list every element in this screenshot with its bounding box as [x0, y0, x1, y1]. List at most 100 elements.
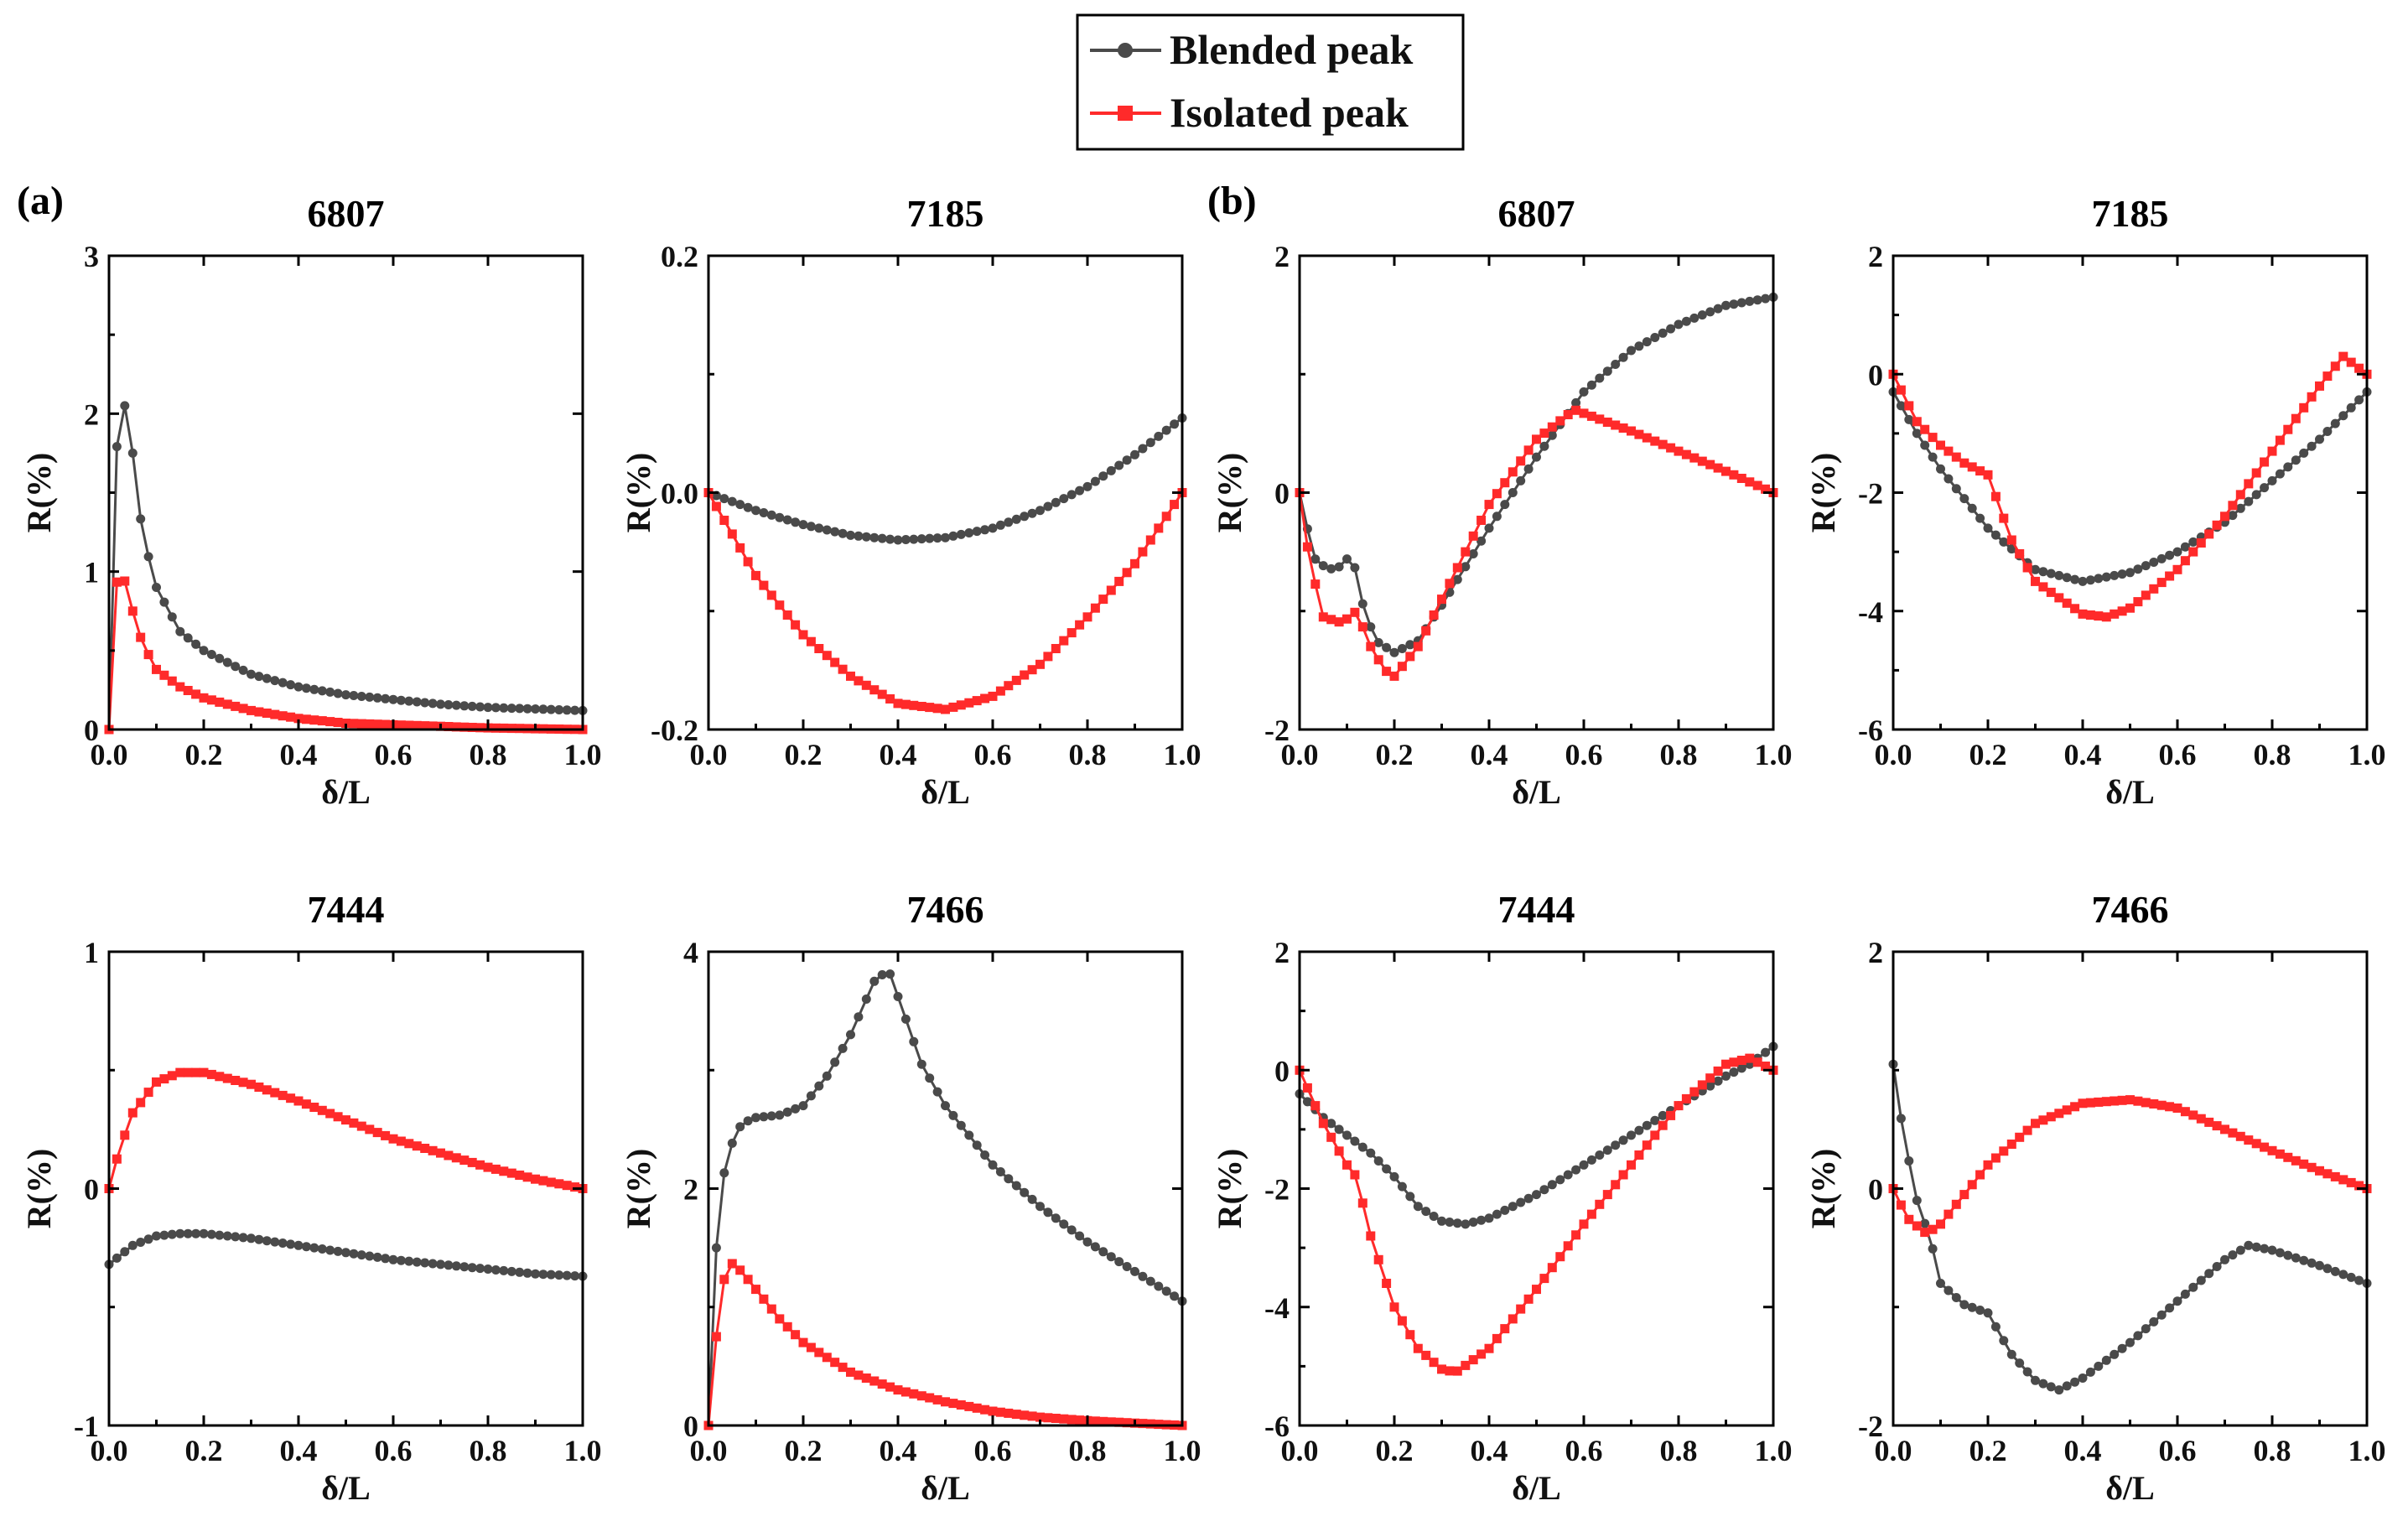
data-point — [1366, 1148, 1376, 1158]
data-point — [475, 1160, 485, 1170]
data-point — [1326, 563, 1336, 574]
data-point — [775, 600, 785, 610]
data-point — [451, 722, 461, 732]
data-point — [727, 1138, 737, 1148]
data-point — [1170, 1291, 1180, 1301]
data-point — [1452, 574, 1462, 584]
data-point — [1476, 1349, 1487, 1359]
data-point — [759, 1294, 769, 1304]
data-point — [1920, 424, 1930, 434]
x-tick-label: 0.8 — [470, 738, 507, 771]
data-point — [1705, 307, 1715, 317]
subplot-a-7444: 7444 0.0 0.2 0.4 0.6 0.8 1.0 -1 0 1 δ/L R(%) — [20, 888, 602, 1507]
data-point — [2346, 357, 2356, 367]
x-tick-label: 0.6 — [1565, 1434, 1603, 1467]
data-point — [2054, 570, 2064, 580]
data-point — [2165, 571, 2175, 581]
data-point — [127, 606, 138, 616]
data-point — [2180, 542, 2190, 552]
data-point — [806, 1342, 816, 1353]
data-point — [222, 1231, 232, 1241]
data-point — [711, 1243, 721, 1253]
data-point — [2204, 1117, 2214, 1127]
data-point — [909, 1389, 919, 1399]
data-point — [1114, 576, 1124, 586]
data-point — [909, 1036, 919, 1046]
data-point — [814, 523, 824, 533]
data-point — [1373, 637, 1383, 647]
data-point — [1342, 1130, 1352, 1140]
data-point — [1975, 1170, 1985, 1180]
x-tick-label: 0.6 — [1565, 738, 1603, 771]
data-point — [1658, 328, 1668, 338]
data-point — [1075, 620, 1085, 630]
x-tick-label: 1.0 — [564, 1434, 602, 1467]
series-line — [707, 972, 1183, 1426]
data-point — [2156, 578, 2167, 588]
data-point — [1051, 1414, 1061, 1423]
data-point — [1618, 1170, 1628, 1180]
data-point — [1555, 416, 1565, 426]
data-point — [404, 720, 414, 730]
plot-frame — [707, 254, 1184, 731]
data-point — [247, 705, 256, 715]
data-point — [1310, 1101, 1321, 1111]
data-point — [112, 1154, 122, 1164]
y-tick-label: 0 — [84, 714, 99, 747]
data-point — [451, 1261, 461, 1271]
data-point — [356, 692, 366, 701]
data-point — [538, 704, 548, 714]
data-point — [2141, 1324, 2151, 1334]
data-point — [112, 442, 122, 452]
data-point — [554, 1179, 564, 1189]
data-point — [1586, 1209, 1596, 1219]
data-point — [711, 1332, 721, 1342]
data-point — [925, 1073, 935, 1083]
data-point — [1334, 1124, 1344, 1135]
data-point — [2299, 402, 2309, 413]
data-point — [2196, 1275, 2206, 1285]
data-point — [2267, 1145, 2277, 1155]
data-point — [1130, 449, 1139, 460]
y-axis-label: R(%) — [620, 453, 657, 533]
data-point — [2330, 361, 2340, 371]
data-point — [325, 717, 335, 727]
data-point — [1721, 1071, 1731, 1081]
data-point — [1904, 401, 1914, 411]
data-point — [2330, 1171, 2340, 1181]
data-point — [1342, 614, 1352, 624]
data-point — [1011, 1181, 1021, 1191]
data-point — [900, 1014, 911, 1024]
data-point — [1904, 1214, 1914, 1224]
data-point — [1106, 585, 1116, 595]
data-point — [1170, 500, 1180, 510]
data-point — [941, 532, 950, 543]
data-point — [2070, 574, 2080, 584]
data-point — [885, 1382, 895, 1392]
panel-label-a: (a) — [17, 179, 64, 223]
y-tick-label: 0 — [1868, 1173, 1883, 1207]
data-point — [2346, 1272, 2356, 1282]
data-point — [1563, 1241, 1573, 1251]
data-point — [412, 1141, 422, 1151]
data-point — [1461, 562, 1471, 572]
data-point — [2188, 547, 2198, 557]
y-tick-label: 2 — [1868, 936, 1883, 969]
data-point — [1445, 1218, 1455, 1227]
data-point — [1595, 1199, 1605, 1209]
data-point — [388, 694, 398, 704]
data-point — [1595, 414, 1605, 424]
data-point — [1382, 667, 1392, 677]
data-point — [719, 494, 729, 504]
data-point — [1437, 1364, 1446, 1374]
data-point — [2085, 575, 2095, 585]
data-point — [1745, 477, 1755, 487]
data-point — [1571, 405, 1581, 415]
data-point — [2038, 1379, 2048, 1389]
data-point — [1145, 438, 1155, 448]
data-point — [231, 662, 241, 672]
series-isolated — [1295, 405, 1778, 681]
data-point — [1138, 547, 1148, 557]
data-point — [349, 691, 359, 700]
data-point — [1059, 494, 1069, 504]
